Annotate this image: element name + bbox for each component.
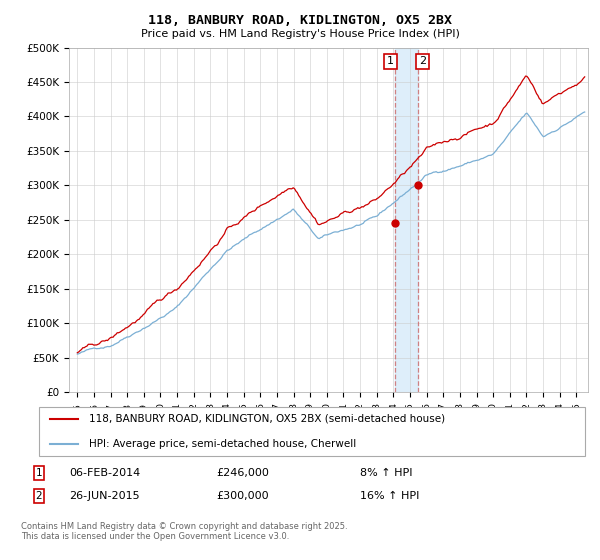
Text: 2: 2	[419, 57, 426, 67]
Text: £246,000: £246,000	[216, 468, 269, 478]
Text: 06-FEB-2014: 06-FEB-2014	[69, 468, 140, 478]
Text: Contains HM Land Registry data © Crown copyright and database right 2025.
This d: Contains HM Land Registry data © Crown c…	[21, 522, 347, 542]
FancyBboxPatch shape	[39, 407, 586, 456]
Text: Price paid vs. HM Land Registry's House Price Index (HPI): Price paid vs. HM Land Registry's House …	[140, 29, 460, 39]
Text: 118, BANBURY ROAD, KIDLINGTON, OX5 2BX (semi-detached house): 118, BANBURY ROAD, KIDLINGTON, OX5 2BX (…	[89, 414, 445, 423]
Text: 16% ↑ HPI: 16% ↑ HPI	[360, 491, 419, 501]
Text: 118, BANBURY ROAD, KIDLINGTON, OX5 2BX: 118, BANBURY ROAD, KIDLINGTON, OX5 2BX	[148, 14, 452, 27]
Text: 2: 2	[35, 491, 43, 501]
Text: £300,000: £300,000	[216, 491, 269, 501]
Text: HPI: Average price, semi-detached house, Cherwell: HPI: Average price, semi-detached house,…	[89, 439, 356, 449]
Text: 26-JUN-2015: 26-JUN-2015	[69, 491, 140, 501]
Text: 1: 1	[387, 57, 394, 67]
Text: 1: 1	[35, 468, 43, 478]
Text: 8% ↑ HPI: 8% ↑ HPI	[360, 468, 413, 478]
Bar	[395, 48, 418, 392]
